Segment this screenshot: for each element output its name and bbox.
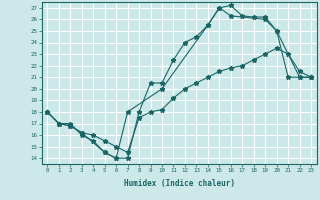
- X-axis label: Humidex (Indice chaleur): Humidex (Indice chaleur): [124, 179, 235, 188]
